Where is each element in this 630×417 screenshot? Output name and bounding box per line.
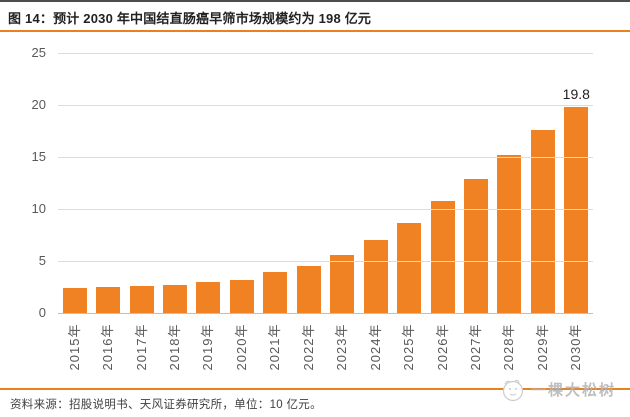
y-tick-label: 10 bbox=[31, 201, 46, 216]
gridline bbox=[58, 53, 593, 54]
x-tick-label: 2030年 bbox=[568, 323, 584, 371]
bar bbox=[463, 178, 488, 313]
x-tick-label: 2024年 bbox=[367, 323, 383, 371]
x-tick-label: 2020年 bbox=[233, 323, 249, 371]
bar bbox=[530, 129, 555, 313]
y-tick-label: 15 bbox=[31, 149, 46, 164]
top-border bbox=[0, 0, 630, 2]
y-tick-label: 25 bbox=[31, 45, 46, 60]
bar bbox=[497, 154, 522, 313]
y-tick-label: 0 bbox=[38, 305, 46, 320]
bar bbox=[163, 284, 188, 313]
bar bbox=[229, 279, 254, 313]
bar bbox=[564, 107, 589, 313]
title-divider bbox=[0, 30, 630, 32]
bar bbox=[330, 254, 355, 313]
bar bbox=[296, 266, 321, 313]
footer-divider bbox=[0, 388, 630, 390]
bar-column: 2015年 bbox=[58, 53, 91, 370]
bar bbox=[62, 288, 87, 313]
x-tick-label: 2017年 bbox=[133, 323, 149, 371]
bar-column: 2026年 bbox=[426, 53, 459, 370]
watermark: 一棵大松树 bbox=[499, 375, 616, 403]
bar-column: 2025年 bbox=[392, 53, 425, 370]
x-tick-label: 2023年 bbox=[334, 323, 350, 371]
source-note: 资料来源：招股说明书、天风证券研究所，单位：10 亿元。 bbox=[10, 399, 322, 411]
x-tick-label: 2019年 bbox=[200, 323, 216, 371]
bar-column: 2024年 bbox=[359, 53, 392, 370]
watermark-logo-icon bbox=[502, 379, 524, 401]
x-tick-label: 2028年 bbox=[501, 323, 517, 371]
y-tick-label: 20 bbox=[31, 97, 46, 112]
bar-column: 2019年 bbox=[192, 53, 225, 370]
y-axis: 0 5 10 15 20 25 bbox=[0, 45, 48, 320]
bar bbox=[196, 281, 221, 313]
x-tick-label: 2018年 bbox=[167, 323, 183, 371]
data-label: 19.8 bbox=[562, 86, 590, 103]
gridline bbox=[58, 209, 593, 210]
bar-column: 2021年 bbox=[259, 53, 292, 370]
bar-column: 2028年 bbox=[493, 53, 526, 370]
x-tick-label: 2029年 bbox=[534, 323, 550, 371]
bar bbox=[129, 285, 154, 313]
gridline bbox=[58, 261, 593, 262]
bar bbox=[96, 287, 121, 313]
figure-title: 图 14：预计 2030 年中国结直肠癌早筛市场规模约为 198 亿元 bbox=[8, 11, 372, 26]
bar bbox=[430, 200, 455, 313]
bar-column: 2022年 bbox=[292, 53, 325, 370]
x-tick-label: 2015年 bbox=[66, 323, 82, 371]
x-tick-label: 2027年 bbox=[467, 323, 483, 371]
gridline bbox=[58, 105, 593, 106]
bar-column: 2030年 19.8 bbox=[560, 53, 593, 370]
bar bbox=[397, 222, 422, 313]
gridline bbox=[58, 157, 593, 158]
x-tick-label: 2025年 bbox=[401, 323, 417, 371]
x-tick-label: 2021年 bbox=[267, 323, 283, 371]
bar bbox=[363, 240, 388, 313]
bar-series: 2015年 2016年 2017年 2018年 2019年 2020年 2021年 2022年… bbox=[58, 53, 593, 370]
x-axis-line bbox=[58, 313, 593, 314]
plot-area: 2015年 2016年 2017年 2018年 2019年 2020年 2021年 2022年… bbox=[58, 53, 593, 370]
bar-column: 2016年 bbox=[91, 53, 124, 370]
bar-column: 2017年 bbox=[125, 53, 158, 370]
x-tick-label: 2026年 bbox=[434, 323, 450, 371]
bar-column: 2027年 bbox=[459, 53, 492, 370]
bar-column: 2023年 bbox=[326, 53, 359, 370]
bar bbox=[263, 272, 288, 313]
watermark-label: 一棵大松树 bbox=[530, 381, 616, 399]
bar-column: 2029年 bbox=[526, 53, 559, 370]
x-tick-label: 2016年 bbox=[100, 323, 116, 371]
y-tick-label: 5 bbox=[38, 253, 46, 268]
bar-column: 2018年 bbox=[158, 53, 191, 370]
x-tick-label: 2022年 bbox=[300, 323, 316, 371]
bar-column: 2020年 bbox=[225, 53, 258, 370]
